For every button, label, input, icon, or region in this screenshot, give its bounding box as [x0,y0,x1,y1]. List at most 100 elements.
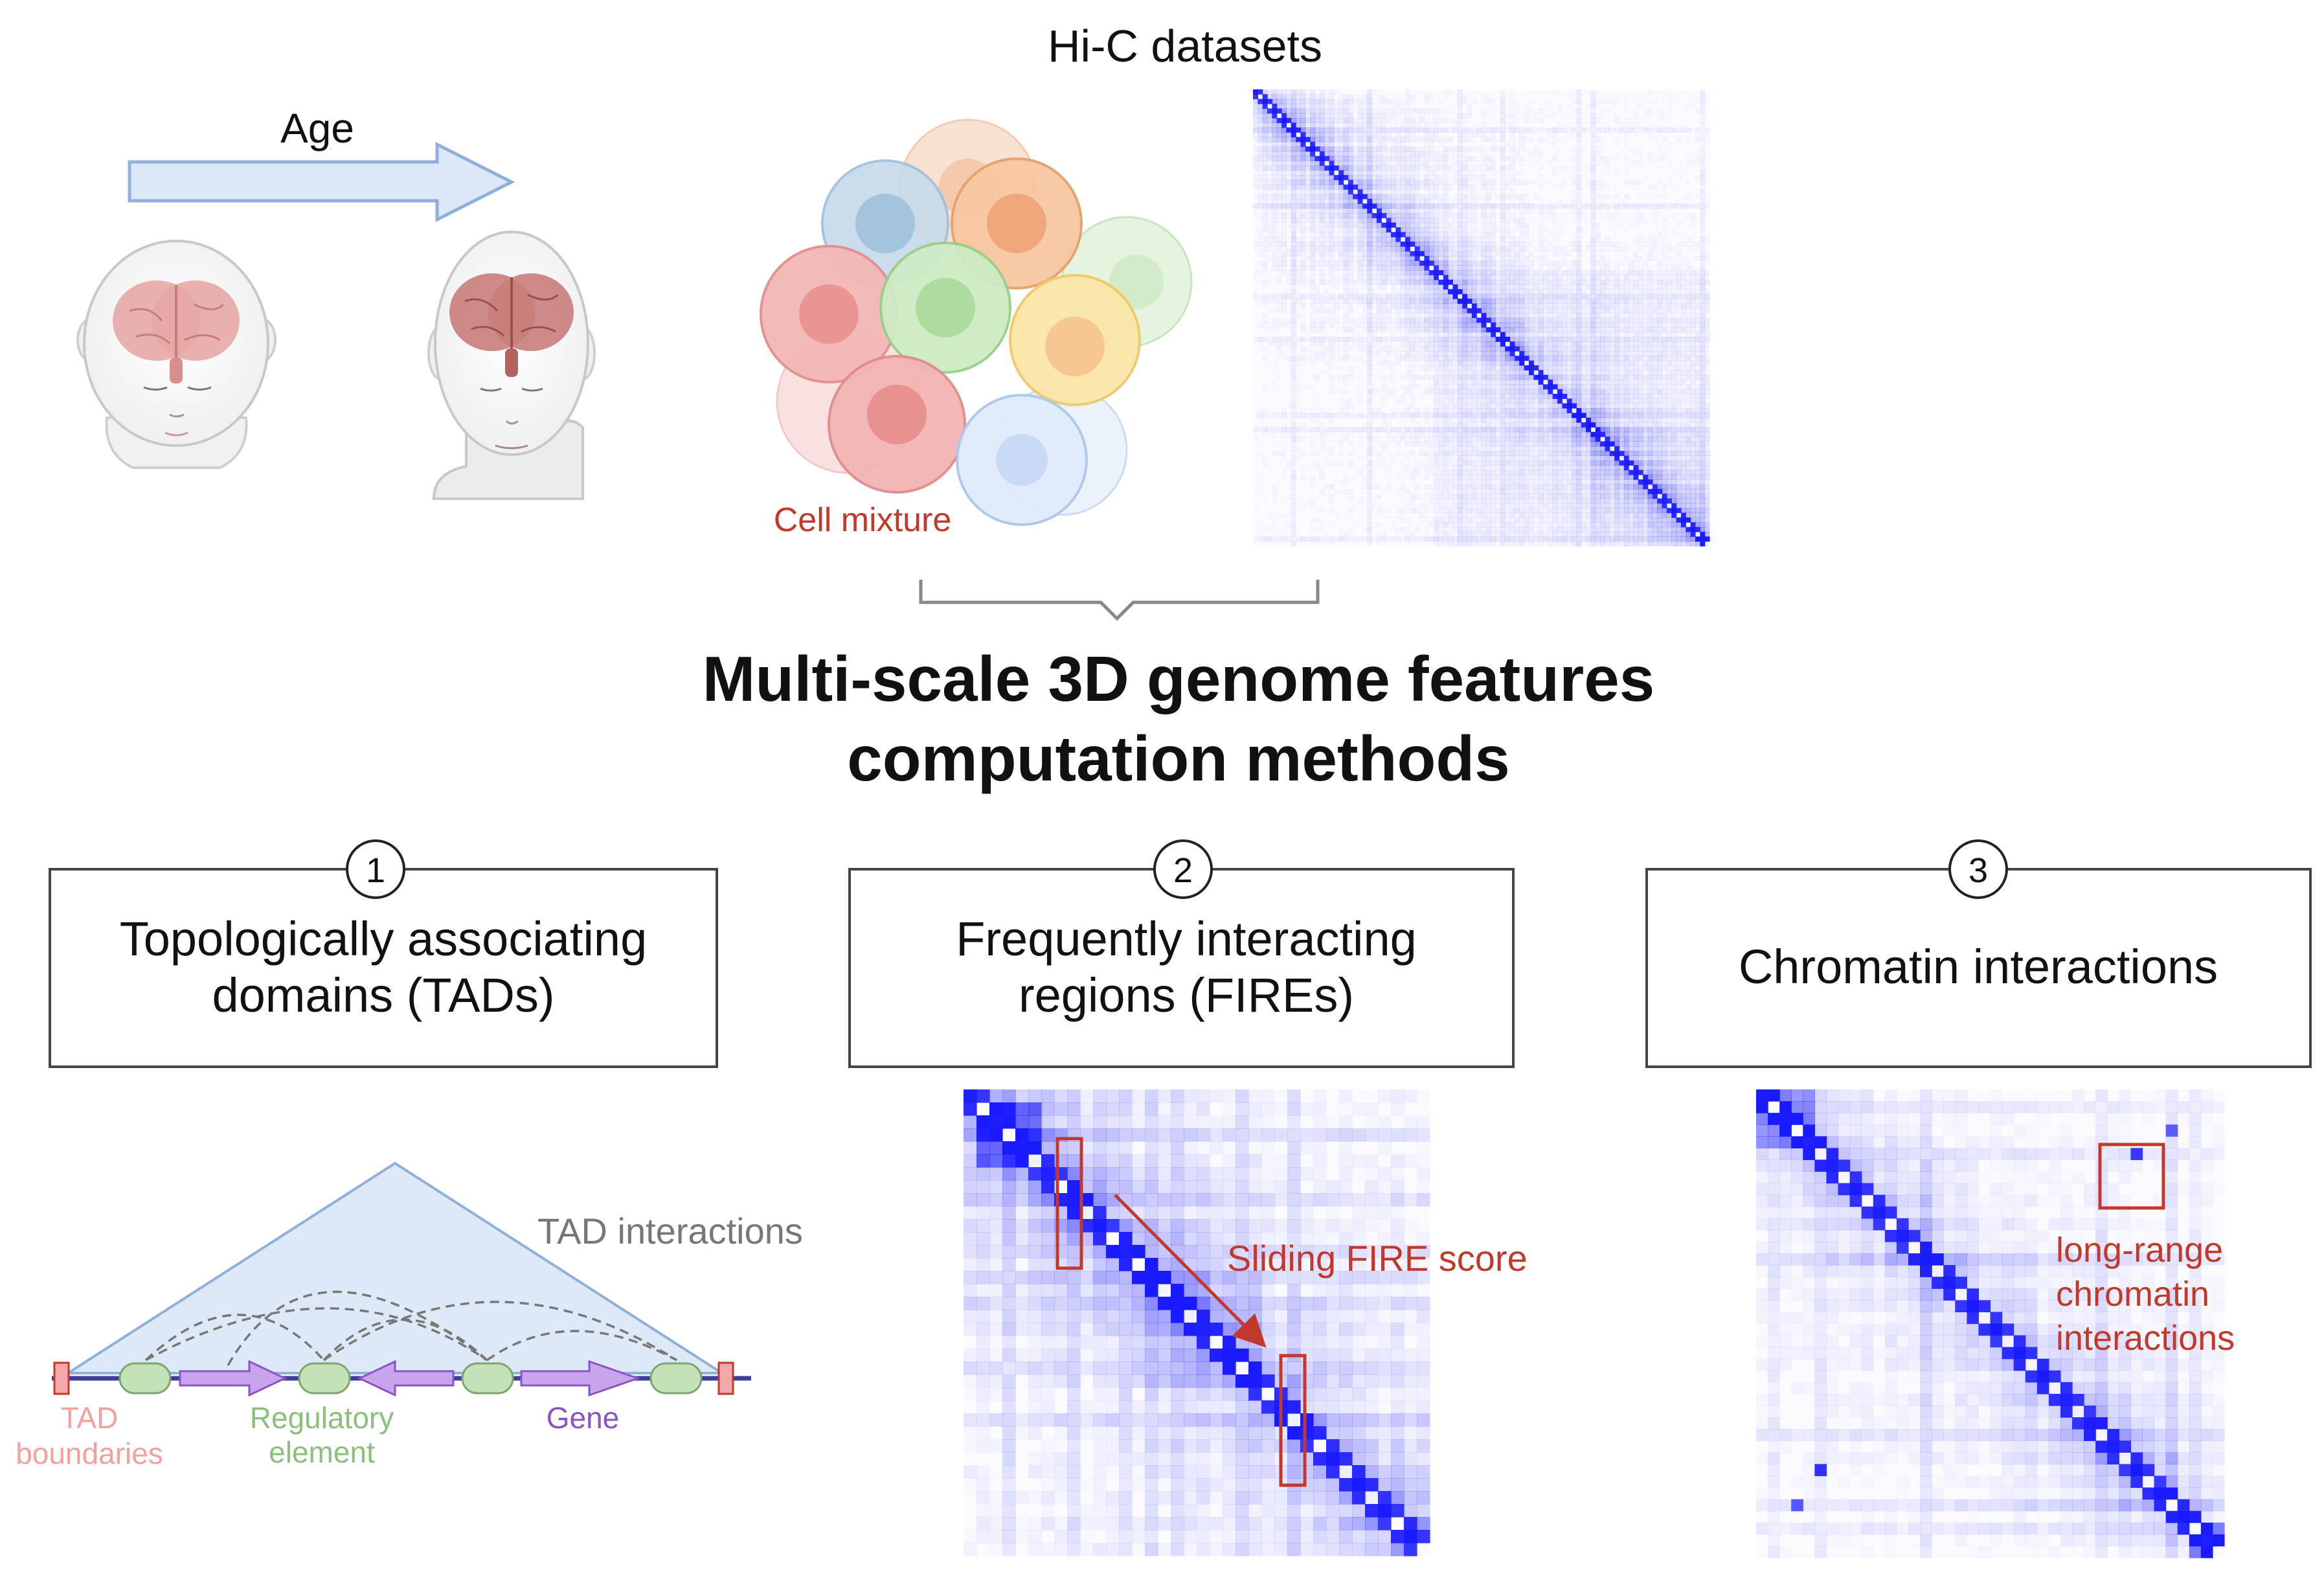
heatmap-cell [1491,142,1496,147]
heatmap-cell [1509,155,1515,161]
heatmap-cell [1448,146,1454,152]
heatmap-cell [1390,108,1396,114]
heatmap-cell [1624,118,1629,123]
heatmap-cell [1623,132,1629,138]
heatmap-cell [1291,256,1296,261]
heatmap-cell [1581,170,1586,176]
heatmap-cell [1448,284,1454,290]
heatmap-cell [1253,270,1258,275]
heatmap-cell [1700,194,1706,199]
heatmap-cell [1491,170,1496,176]
heatmap-cell [1343,155,1349,161]
heatmap-cell [1638,212,1643,218]
heatmap-cell [1648,166,1653,171]
heatmap-cell [1310,118,1316,123]
heatmap-cell [1338,155,1344,161]
heatmap-cell [1657,161,1662,166]
heatmap-cell [1543,142,1548,147]
heatmap-cell [1482,104,1487,109]
heatmap-cell [1343,98,1349,104]
heatmap-cell [1519,185,1524,190]
heatmap-cell [1595,98,1601,104]
heatmap-cell [1267,270,1272,275]
heatmap-cell [1258,223,1263,228]
heatmap-cell [1253,104,1258,109]
heatmap-cell [1262,165,1268,171]
heatmap-cell [1314,236,1320,242]
heatmap-cell [1367,293,1373,299]
heatmap-cell [1452,209,1458,214]
heatmap-cell [1581,237,1586,242]
heatmap-cell [1638,299,1643,304]
heatmap-cell [1434,155,1439,161]
heatmap-cell [1619,175,1624,180]
heatmap-cell [1281,94,1287,100]
heatmap-cell [1590,251,1596,256]
heatmap-cell [1528,327,1534,333]
heatmap-cell [1267,318,1272,323]
heatmap-cell [1662,104,1667,109]
heatmap-cell [1381,303,1387,309]
heatmap-cell [1671,161,1676,166]
heatmap-cell [1572,317,1577,323]
heatmap-cell [1667,175,1672,180]
heatmap-cell [1500,236,1506,242]
heatmap-cell [1485,232,1491,238]
heatmap-cell [1566,203,1572,209]
heatmap-cell [1457,251,1463,256]
heatmap-cell [1357,118,1363,123]
heatmap-cell [1567,194,1572,199]
heatmap-cell [1338,218,1344,223]
heatmap-cell [1671,270,1677,275]
heatmap-cell [1272,308,1277,313]
heatmap-cell [1400,317,1406,323]
heatmap-cell [1324,293,1330,299]
heatmap-cell [1572,127,1577,133]
heatmap-cell [1705,242,1710,247]
heatmap-cell [1695,146,1700,152]
heatmap-cell [1272,212,1278,218]
heatmap-cell [1657,94,1662,99]
heatmap-cell [1286,104,1292,109]
heatmap-cell [1395,303,1401,309]
heatmap-cell [1471,132,1477,138]
heatmap-cell [1452,289,1458,295]
heatmap-cell [1686,189,1691,194]
heatmap-cell [1381,89,1386,95]
heatmap-cell [1629,194,1634,199]
heatmap-cell [1552,289,1558,295]
heatmap-cell [1629,189,1634,194]
heatmap-cell [1543,223,1548,228]
heatmap-cell [1390,332,1396,337]
heatmap-cell [1443,236,1449,242]
heatmap-cell [1671,189,1676,194]
heatmap-cell [1605,166,1610,171]
heatmap-cell [1390,222,1396,228]
heatmap-cell [1443,132,1449,137]
heatmap-cell [1662,327,1667,333]
heatmap-cell [1390,179,1396,185]
heatmap-cell [1700,284,1706,290]
heatmap-cell [1576,227,1582,233]
heatmap-cell [1548,118,1553,123]
heatmap-cell [1319,122,1325,128]
heatmap-cell [1343,122,1349,128]
heatmap-cell [1434,198,1439,204]
heatmap-cell [1258,179,1263,185]
infant-brain-icon [113,280,240,383]
heatmap-cell [1524,170,1529,176]
heatmap-cell [1538,322,1544,328]
heatmap-cell [1348,113,1353,119]
heatmap-cell [1638,89,1643,95]
heatmap-cell [1305,208,1311,214]
heatmap-cell [1643,166,1648,171]
heatmap-cell [1595,279,1601,285]
heatmap-cell [1338,275,1344,280]
heatmap-cell [1419,313,1425,318]
heatmap-cell [1390,236,1396,242]
heatmap-cell [1276,146,1282,152]
heatmap-cell [1700,303,1706,309]
heatmap-cell [1638,289,1643,295]
heatmap-cell [1543,156,1548,161]
heatmap-cell [1253,251,1258,256]
